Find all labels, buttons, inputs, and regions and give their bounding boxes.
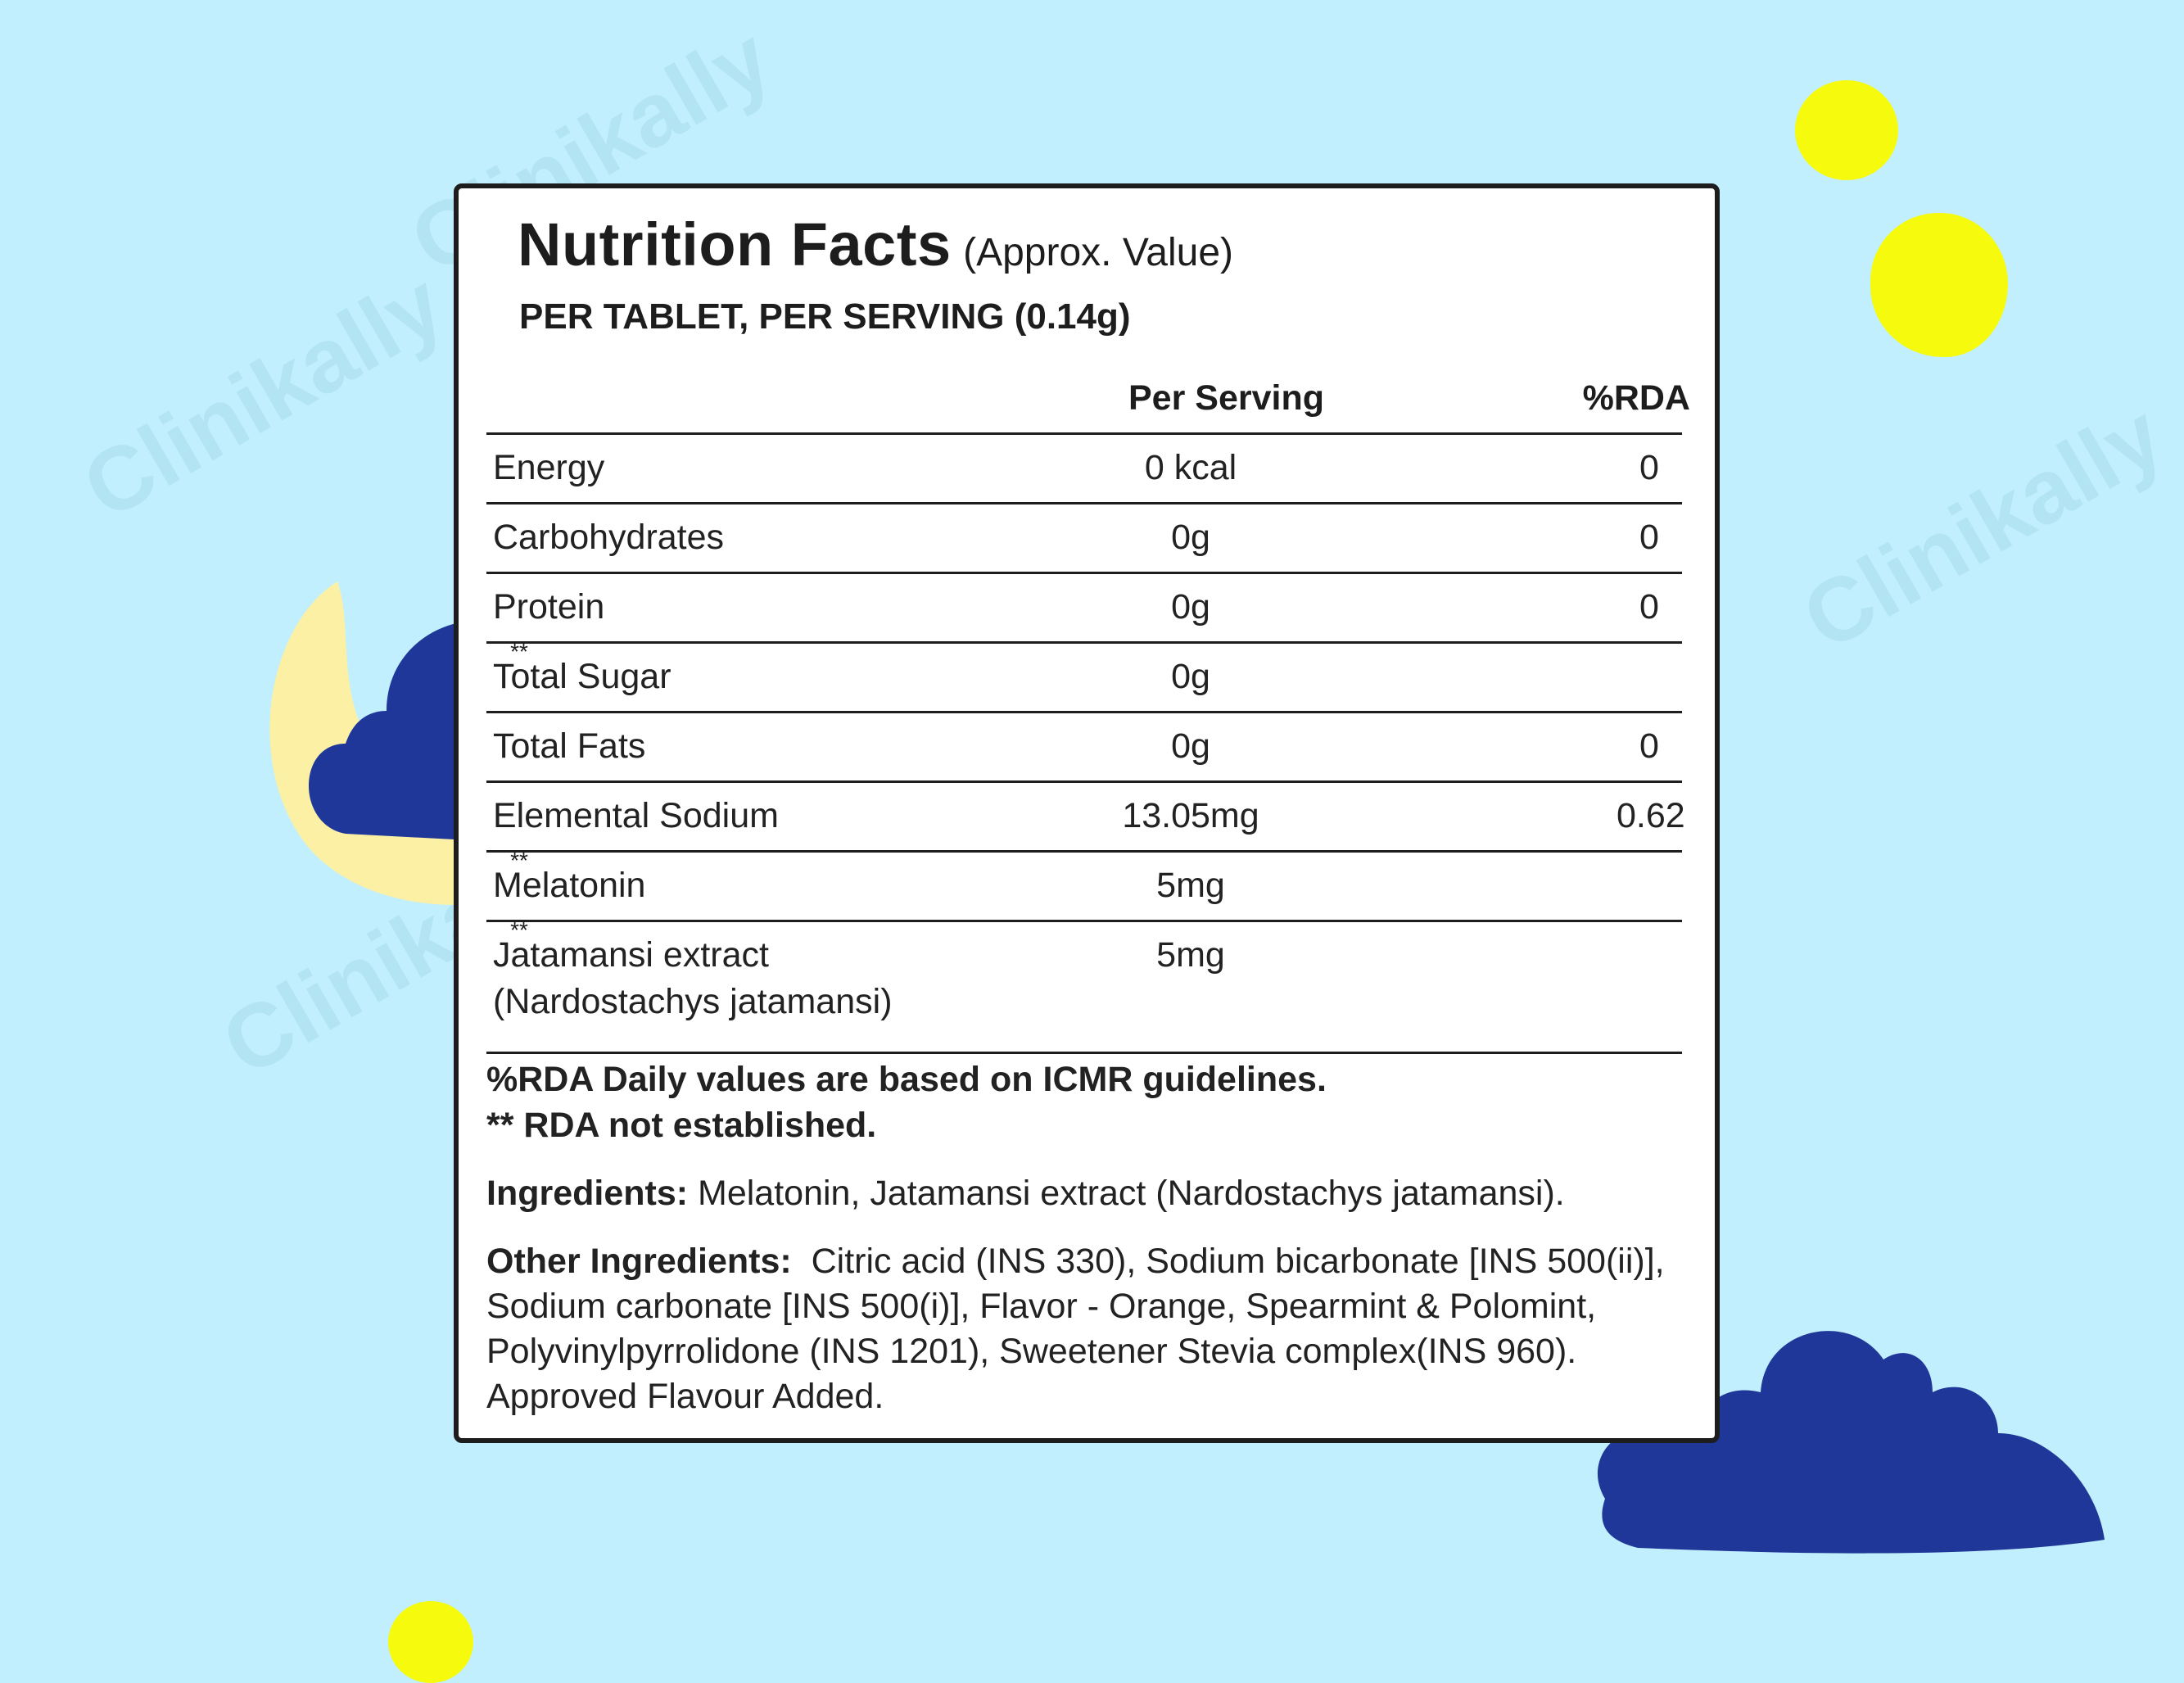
nutrient-name-text: Elemental Sodium bbox=[493, 796, 779, 835]
nutrient-name-text: Energy bbox=[493, 448, 605, 487]
rda-value: 0 bbox=[1639, 448, 1659, 487]
table-row: Energy 0 kcal 0 bbox=[486, 435, 1682, 504]
cloud-icon bbox=[309, 621, 501, 842]
nutrient-name-text: Carbohydrates bbox=[493, 518, 725, 557]
yellow-dot-decoration bbox=[388, 1601, 473, 1683]
rda-value: 0 bbox=[1639, 518, 1659, 557]
nutrient-name-text: Protein bbox=[493, 587, 605, 627]
rda-value: ** bbox=[510, 639, 528, 664]
table-body: Energy 0 kcal 0 Carbohydrates 0g 0 Protein 0g 0 T… bbox=[486, 435, 1685, 1054]
cloud-icon bbox=[1597, 1331, 2105, 1554]
table-row: Total Fats 0g 0 bbox=[486, 713, 1682, 783]
table-row: Melatonin 5mg ** bbox=[486, 848, 1682, 922]
rda-not-established-note: ** RDA not established. bbox=[486, 1106, 877, 1145]
rda-value: 0.62 bbox=[1617, 796, 1685, 835]
table-row: Elemental Sodium 13.05mg 0.62 bbox=[486, 783, 1685, 853]
rda-value: ** bbox=[510, 848, 528, 873]
nutrient-name: Energy bbox=[493, 448, 604, 488]
title-row: Nutrition Facts (Approx. Value) bbox=[518, 210, 1233, 279]
rda-value: 0 bbox=[1639, 587, 1659, 627]
per-serving-value-text: 0 kcal bbox=[1144, 448, 1237, 487]
nutrient-name: Carbohydrates bbox=[493, 518, 724, 558]
table-row: Carbohydrates 0g 0 bbox=[486, 504, 1682, 574]
per-serving-value-text: 13.05mg bbox=[1122, 796, 1259, 835]
table-header: Per Serving %RDA bbox=[486, 357, 1690, 435]
nutrient-name: Protein bbox=[493, 587, 604, 627]
rda-value: 0 bbox=[1639, 726, 1659, 766]
per-serving-value-text: 5mg bbox=[1156, 935, 1225, 975]
other-ingredients-line: Sodium carbonate [INS 500(i)], Flavor - … bbox=[486, 1287, 1597, 1326]
other-ingredients-line: Polyvinylpyrrolidone (INS 1201), Sweeten… bbox=[486, 1332, 1577, 1371]
nutrient-name-text: Total Fats bbox=[493, 726, 646, 766]
rda-value: ** bbox=[510, 917, 528, 943]
nutrient-name: Melatonin bbox=[493, 866, 645, 906]
per-serving-value-text: 0g bbox=[1171, 726, 1210, 766]
table-row: Protein 0g 0 bbox=[486, 574, 1682, 644]
table-row: Jatamansi extract (Nardostachys jatamansi… bbox=[486, 917, 1682, 1054]
page-title: Nutrition Facts bbox=[518, 210, 952, 278]
other-ingredients-paragraph: Other Ingredients: Citric acid (INS 330)… bbox=[486, 1239, 1707, 1419]
nutrient-name: Jatamansi extract (Nardostachys jatamansi… bbox=[493, 935, 893, 1022]
serving-size-line: PER TABLET, PER SERVING (0.14g) bbox=[519, 296, 1131, 337]
nutrient-name: Total Sugar bbox=[493, 657, 671, 697]
per-serving-value-text: 5mg bbox=[1156, 866, 1225, 905]
watermark: Clinikally bbox=[1786, 384, 2180, 670]
ingredients-text: Melatonin, Jatamansi extract (Nardostach… bbox=[688, 1174, 1565, 1213]
other-ingredients-label: Other Ingredients: bbox=[486, 1242, 792, 1281]
yellow-dot-decoration bbox=[1795, 80, 1898, 180]
nutrition-table: Per Serving %RDA Energy 0 kcal 0 Carbohydra… bbox=[486, 357, 1690, 1054]
nutrient-name: Total Fats bbox=[493, 726, 645, 767]
other-ingredients-line: Approved Flavour Added. bbox=[486, 1377, 884, 1416]
yellow-dot-decoration bbox=[1870, 213, 2008, 357]
ingredients-label: Ingredients: bbox=[486, 1174, 689, 1213]
per-serving-value-text: 0g bbox=[1171, 518, 1210, 557]
nutrient-name-text: Melatonin bbox=[493, 866, 646, 905]
per-serving-value-text: 0g bbox=[1171, 657, 1210, 696]
ingredients-paragraph: Ingredients: Melatonin, Jatamansi extrac… bbox=[486, 1171, 1707, 1216]
nutrient-name-text: Total Sugar bbox=[493, 657, 671, 696]
nutrient-name-text: Jatamansi extract bbox=[493, 935, 769, 975]
other-ingredients-line: Citric acid (INS 330), Sodium bicarbonat… bbox=[811, 1242, 1665, 1281]
nutrient-name-subtext: (Nardostachys jatamansi) bbox=[493, 982, 893, 1021]
footnotes: %RDA Daily values are based on ICMR guid… bbox=[486, 1056, 1707, 1419]
rda-note: %RDA Daily values are based on ICMR guid… bbox=[486, 1060, 1327, 1099]
nutrition-facts-panel: Nutrition Facts (Approx. Value) PER TABL… bbox=[454, 183, 1720, 1443]
page-subtitle: (Approx. Value) bbox=[963, 231, 1234, 274]
nutrient-name: Elemental Sodium bbox=[493, 796, 779, 836]
table-row: Total Sugar 0g ** bbox=[486, 639, 1682, 713]
column-header-rda: %RDA bbox=[1582, 378, 1690, 418]
column-header-per-serving: Per Serving bbox=[1128, 378, 1324, 418]
per-serving-value-text: 0g bbox=[1171, 587, 1210, 627]
watermark: Clinikally bbox=[66, 253, 460, 539]
